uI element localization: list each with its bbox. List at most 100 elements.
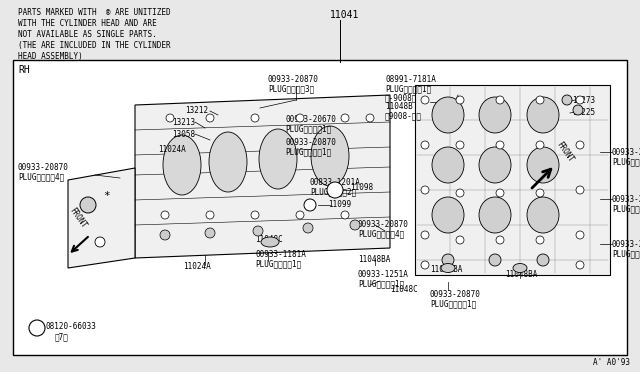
Text: 00933-20870: 00933-20870 [268,75,319,84]
Text: 13212: 13212 [185,106,208,115]
Circle shape [253,226,263,236]
Text: 13225: 13225 [572,108,595,117]
Circle shape [576,186,584,194]
Circle shape [489,254,501,266]
Circle shape [456,236,464,244]
Bar [13,60,627,355]
Circle shape [296,211,304,219]
Text: PLUGプラグ（1）: PLUGプラグ（1） [612,249,640,258]
Ellipse shape [432,147,464,183]
Circle shape [496,96,504,104]
Ellipse shape [441,263,455,273]
Text: 11048BA: 11048BA [430,265,462,274]
Circle shape [576,96,584,104]
Text: 11098: 11098 [350,183,373,192]
Circle shape [456,189,464,197]
Text: 11099: 11099 [328,200,351,209]
Circle shape [205,228,215,238]
Text: （7）: （7） [55,332,69,341]
Circle shape [573,105,583,115]
Text: PLUGプラグ（1）: PLUGプラグ（1） [358,279,404,288]
Text: B: B [35,325,39,331]
Text: PLUGプラグ（1）: PLUGプラグ（1） [285,124,332,133]
Circle shape [442,254,454,266]
Circle shape [327,182,343,198]
Circle shape [496,189,504,197]
Circle shape [562,95,572,105]
Circle shape [576,261,584,269]
Text: 11048B: 11048B [385,102,413,111]
Text: 00933-20870: 00933-20870 [18,163,69,172]
Circle shape [251,211,259,219]
Circle shape [536,141,544,149]
Text: 13213: 13213 [172,118,195,127]
Circle shape [421,141,429,149]
Polygon shape [68,168,135,268]
Text: 11024A: 11024A [158,145,186,154]
Ellipse shape [479,97,511,133]
Text: 11048C: 11048C [390,285,418,294]
Circle shape [206,114,214,122]
Text: PLUGプラグ（1）: PLUGプラグ（1） [385,84,431,93]
Circle shape [421,231,429,239]
Circle shape [350,220,360,230]
Bar [415,85,610,275]
Circle shape [341,114,349,122]
Circle shape [496,141,504,149]
Text: 00933-1251A: 00933-1251A [358,270,409,279]
Text: 11041: 11041 [330,10,360,20]
Text: FRONT: FRONT [68,206,88,230]
Circle shape [576,141,584,149]
Circle shape [456,141,464,149]
Text: （-9008）: （-9008） [385,93,417,102]
Text: PLUGプラグ（2）: PLUGプラグ（2） [310,187,356,196]
Text: 08991-7181A: 08991-7181A [385,75,436,84]
Circle shape [80,197,96,213]
Ellipse shape [479,147,511,183]
Circle shape [421,186,429,194]
Ellipse shape [311,126,349,186]
Text: 11048C: 11048C [255,235,283,244]
Ellipse shape [209,132,247,192]
Text: 08120-66033: 08120-66033 [46,322,97,331]
Text: PLUGプラグ（1）: PLUGプラグ（1） [285,147,332,156]
Text: 00933-20870: 00933-20870 [358,220,409,229]
Text: PARTS MARKED WITH  ® ARE UNITIZED
WITH THE CYLINDER HEAD AND ARE
NOT AVAILABLE A: PARTS MARKED WITH ® ARE UNITIZED WITH TH… [18,8,171,61]
Ellipse shape [479,197,511,233]
Ellipse shape [432,197,464,233]
Circle shape [304,199,316,211]
Circle shape [296,114,304,122]
Circle shape [29,320,45,336]
Circle shape [576,231,584,239]
Text: 00933-20670: 00933-20670 [612,148,640,157]
Text: A' A0'93: A' A0'93 [593,358,630,367]
Text: 00933-1181A: 00933-1181A [255,250,306,259]
Text: 11048BA: 11048BA [505,270,538,279]
Ellipse shape [432,97,464,133]
Text: 00933-20870: 00933-20870 [612,240,640,249]
Text: RH: RH [18,65,29,75]
Ellipse shape [163,135,201,195]
Circle shape [536,96,544,104]
Ellipse shape [513,263,527,273]
Circle shape [206,211,214,219]
Text: 13273: 13273 [572,96,595,105]
Text: PLUGプラグ（3）: PLUGプラグ（3） [268,84,314,93]
Text: PLUGプラグ（1）: PLUGプラグ（1） [430,299,476,308]
Text: 00933-20870: 00933-20870 [430,290,481,299]
Circle shape [303,223,313,233]
Circle shape [366,114,374,122]
Ellipse shape [527,197,559,233]
Text: 13058: 13058 [172,130,195,139]
Circle shape [161,211,169,219]
Text: 11048BA: 11048BA [358,255,390,264]
Text: （9008-　）: （9008- ） [385,111,422,120]
Circle shape [536,236,544,244]
Circle shape [251,114,259,122]
Ellipse shape [527,97,559,133]
Text: 11024A: 11024A [183,262,211,271]
Circle shape [456,96,464,104]
Ellipse shape [261,237,279,247]
Text: PLUGプラグ（1）: PLUGプラグ（1） [612,157,640,166]
Ellipse shape [527,147,559,183]
